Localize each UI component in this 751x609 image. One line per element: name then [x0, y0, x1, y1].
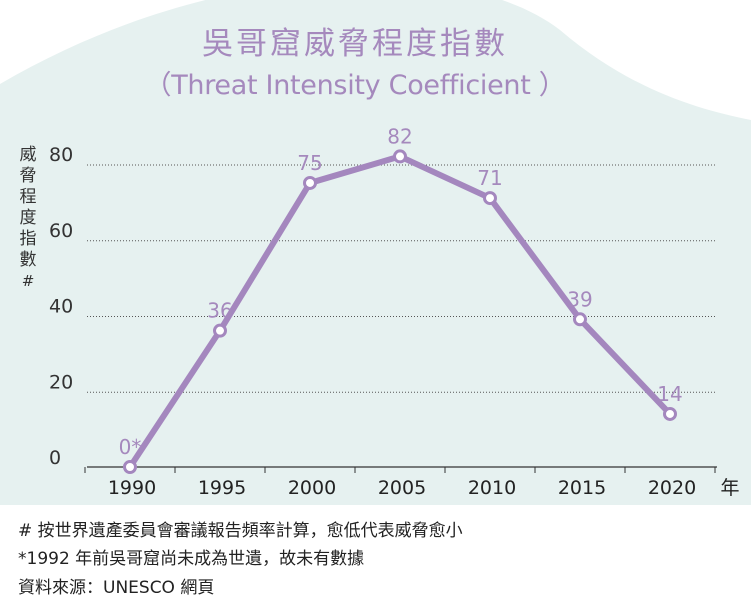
x-tick-label: 2015 — [558, 477, 606, 499]
y-tick-label: 60 — [49, 220, 73, 242]
y-axis-label-char: 度 — [19, 208, 37, 228]
data-label: 82 — [387, 124, 412, 148]
data-point — [303, 175, 317, 190]
y-axis-label-char: 指 — [19, 229, 37, 249]
data-point — [123, 460, 137, 474]
x-tick-label: 2010 — [468, 477, 516, 499]
y-axis-label-char: 脅 — [19, 166, 37, 186]
y-tick-label: 80 — [49, 144, 73, 166]
y-axis-label: 威脅程度指數 # — [17, 145, 39, 292]
data-point — [573, 312, 587, 327]
data-label: 36 — [207, 299, 232, 323]
data-point — [483, 191, 497, 206]
y-axis-label-char: 程 — [19, 187, 37, 207]
x-tick-label: 1990 — [108, 477, 156, 499]
y-tick-label: 20 — [49, 371, 73, 393]
data-point — [393, 149, 407, 164]
y-axis-label-char: # — [21, 272, 35, 290]
y-tick-label: 0 — [49, 447, 61, 469]
x-tick-label: 2020 — [648, 477, 696, 499]
y-tick-label: 40 — [49, 296, 73, 318]
chart-title: 吳哥窟威脅程度指數 — [202, 26, 508, 62]
chart-subtitle: （Threat Intensity Coefficient ） — [144, 70, 566, 101]
x-axis-unit: 年 — [720, 477, 739, 499]
footnote-no-data: *1992 年前吳哥窟尚未成為世遺，故未有數據 — [18, 549, 365, 569]
data-label: 14 — [657, 382, 682, 406]
footnote-source: 資料來源：UNESCO 網頁 — [18, 578, 215, 598]
y-axis-label-char: 數 — [19, 250, 37, 270]
data-point — [213, 323, 227, 338]
x-tick-label: 2005 — [378, 477, 426, 499]
x-tick-label: 1995 — [198, 477, 246, 499]
x-tick-label: 2000 — [288, 477, 336, 499]
y-axis-label-char: 威 — [19, 145, 37, 165]
data-label: 71 — [477, 166, 502, 190]
footnote-threat-index: # 按世界遺產委員會審議報告頻率計算，愈低代表威脅愈小 — [18, 521, 463, 541]
data-label: 0* — [119, 435, 142, 459]
data-label: 75 — [297, 151, 322, 175]
data-point — [663, 406, 677, 421]
data-label: 39 — [567, 287, 592, 311]
